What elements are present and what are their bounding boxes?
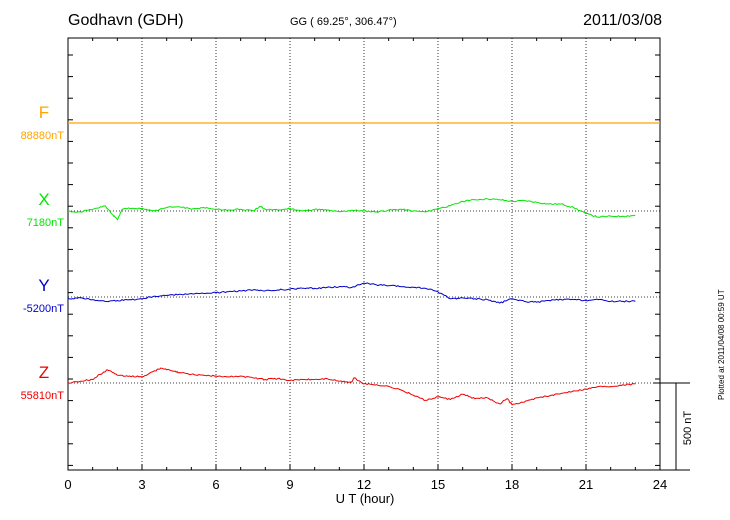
x-tick-label-18: 18 bbox=[505, 477, 519, 492]
x-tick-label-21: 21 bbox=[579, 477, 593, 492]
scale-bar: 500 nT bbox=[653, 382, 694, 471]
scale-bar-label: 500 nT bbox=[682, 411, 694, 446]
x-axis-label: U T (hour) bbox=[336, 491, 395, 506]
x-tick-label-12: 12 bbox=[357, 477, 371, 492]
x-tick-label-0: 0 bbox=[64, 477, 71, 492]
x-tick-label-15: 15 bbox=[431, 477, 445, 492]
channel-label-X: X bbox=[38, 190, 49, 209]
channel-baseline-F: 88880nT bbox=[21, 130, 65, 142]
x-tick-label-6: 6 bbox=[212, 477, 219, 492]
series-line-Y bbox=[67, 282, 636, 304]
channel-label-Y: Y bbox=[38, 276, 49, 295]
channel-baseline-X: 7180nT bbox=[27, 217, 65, 229]
station-title: Godhavn (GDH) bbox=[68, 12, 184, 29]
series-group bbox=[67, 122, 660, 406]
x-tick-label-9: 9 bbox=[286, 477, 293, 492]
grid-lines bbox=[68, 38, 660, 470]
series-line-Z bbox=[67, 367, 636, 406]
channel-baseline-Z: 55810nT bbox=[21, 390, 65, 402]
plot-date: 2011/03/08 bbox=[583, 12, 662, 29]
channel-labels: F 88880nT X 7180nT Y -5200nT Z 55810nT bbox=[21, 103, 65, 402]
channel-label-F: F bbox=[39, 103, 49, 122]
plotted-timestamp: Plotted at 2011/04/08 00:59 UT bbox=[717, 289, 726, 400]
series-line-X bbox=[68, 197, 636, 221]
axis-ticks: 0 3 6 9 12 15 18 21 24 bbox=[64, 38, 667, 492]
channel-label-Z: Z bbox=[39, 363, 49, 382]
x-tick-label-24: 24 bbox=[653, 477, 667, 492]
channel-baseline-Y: -5200nT bbox=[23, 303, 64, 315]
station-coordinates: GG ( 69.25°, 306.47°) bbox=[290, 16, 397, 28]
x-tick-label-3: 3 bbox=[138, 477, 145, 492]
